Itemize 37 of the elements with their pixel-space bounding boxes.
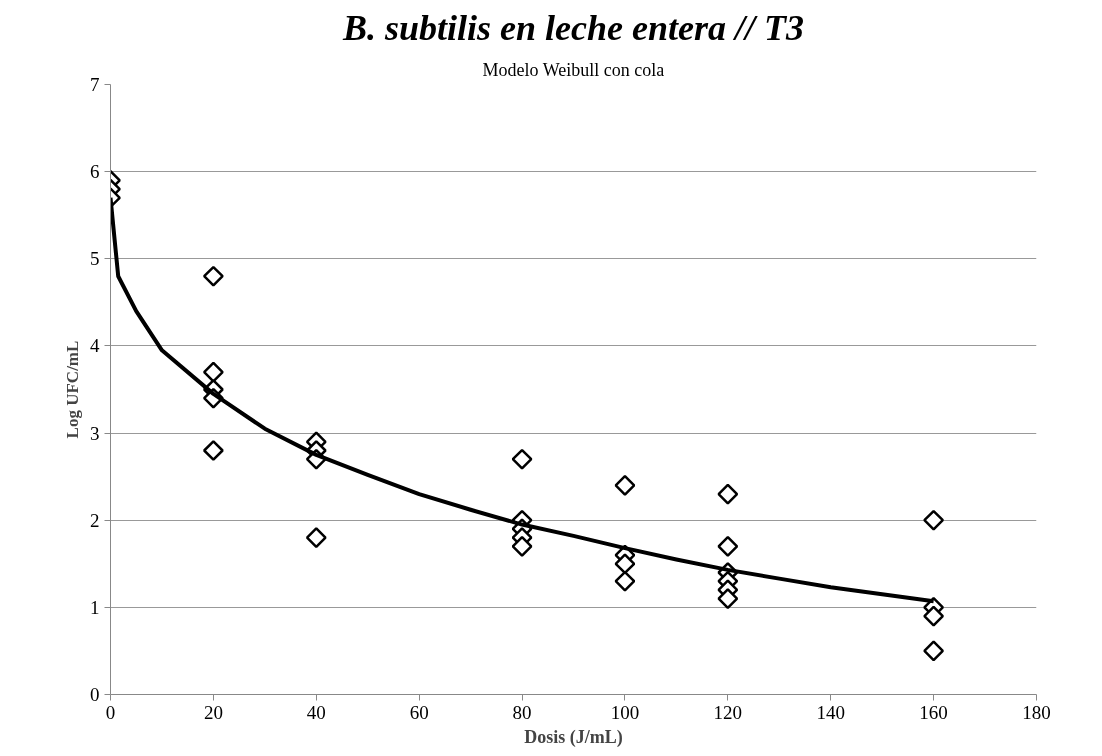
point [717,588,739,610]
y-tick-label: 4 [90,335,100,357]
point [511,535,533,557]
point [923,605,945,627]
y-tick-label: 6 [90,161,100,183]
point [202,440,224,461]
x-tick-label: 0 [105,701,116,723]
point [202,265,224,287]
point [511,448,533,470]
x-tick-label: 20 [203,701,223,723]
x-tick-label: 180 [1022,701,1051,723]
x-tick-label: 100 [610,701,640,723]
x-tick-label: 160 [919,701,948,723]
point [717,535,739,557]
point [614,553,636,575]
point [717,483,739,505]
y-tick-label: 2 [90,509,100,531]
chart-subtitle: Modelo Weibull con cola [482,59,665,80]
y-tick-label: 0 [90,684,100,705]
y-tick-label: 7 [90,74,100,95]
x-tick-label: 60 [409,701,429,723]
y-tick-label: 3 [90,422,100,444]
x-tick-label: 140 [816,701,845,723]
y-tick-label: 5 [90,248,100,270]
x-axis-title: Dosis (J/mL) [524,726,623,748]
point [305,527,327,549]
point [923,640,945,662]
chart-title: B. subtilis en leche entera // T3 [342,7,805,48]
x-tick-label: 120 [713,701,743,723]
point [614,474,636,496]
point [614,570,636,592]
point [923,509,945,531]
x-tick-label: 80 [512,701,532,723]
x-tick-label: 40 [306,701,326,723]
point [202,361,224,383]
y-axis-title: Log UFC/mL [63,340,82,439]
y-tick-label: 1 [90,596,100,618]
